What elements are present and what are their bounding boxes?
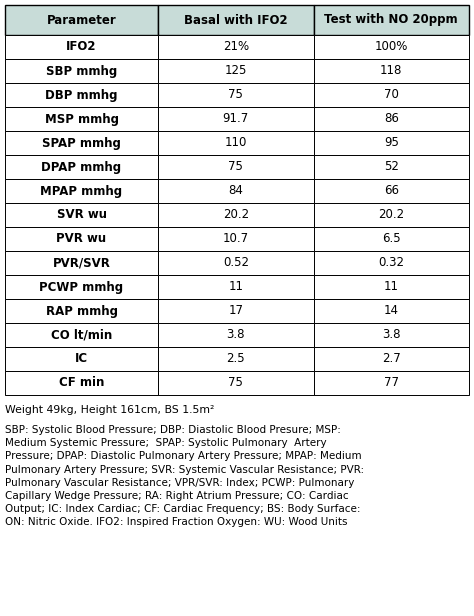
Bar bbox=[158, 5, 314, 35]
Text: SBP: Systolic Blood Pressure; DBP: Diastolic Blood Presure; MSP:
Medium Systemic: SBP: Systolic Blood Pressure; DBP: Diast… bbox=[5, 425, 364, 527]
Bar bbox=[158, 347, 314, 371]
Bar bbox=[5, 251, 158, 275]
Bar bbox=[314, 227, 469, 251]
Text: 91.7: 91.7 bbox=[223, 113, 249, 126]
Bar bbox=[158, 131, 314, 155]
Bar bbox=[5, 35, 158, 59]
Text: 0.32: 0.32 bbox=[378, 256, 404, 270]
Bar bbox=[314, 323, 469, 347]
Text: Basal with IFO2: Basal with IFO2 bbox=[184, 14, 288, 26]
Bar bbox=[5, 203, 158, 227]
Bar bbox=[5, 275, 158, 299]
Bar bbox=[314, 179, 469, 203]
Bar bbox=[5, 155, 158, 179]
Text: 3.8: 3.8 bbox=[382, 328, 401, 341]
Text: 3.8: 3.8 bbox=[227, 328, 245, 341]
Bar bbox=[158, 83, 314, 107]
Text: 21%: 21% bbox=[223, 41, 249, 54]
Bar bbox=[158, 251, 314, 275]
Bar bbox=[5, 107, 158, 131]
Bar bbox=[314, 107, 469, 131]
Text: 20.2: 20.2 bbox=[223, 208, 249, 222]
Text: 100%: 100% bbox=[374, 41, 408, 54]
Bar bbox=[5, 59, 158, 83]
Text: 75: 75 bbox=[228, 89, 243, 102]
Text: 125: 125 bbox=[225, 65, 247, 78]
Bar bbox=[158, 371, 314, 395]
Text: 11: 11 bbox=[228, 280, 243, 293]
Bar bbox=[5, 131, 158, 155]
Text: 10.7: 10.7 bbox=[223, 232, 249, 246]
Bar bbox=[158, 179, 314, 203]
Bar bbox=[5, 83, 158, 107]
Bar bbox=[314, 5, 469, 35]
Bar bbox=[5, 347, 158, 371]
Bar bbox=[158, 299, 314, 323]
Text: 11: 11 bbox=[384, 280, 399, 293]
Text: 95: 95 bbox=[384, 137, 399, 150]
Text: 2.5: 2.5 bbox=[227, 352, 245, 365]
Text: IC: IC bbox=[75, 352, 88, 365]
Bar bbox=[314, 347, 469, 371]
Text: 110: 110 bbox=[225, 137, 247, 150]
Bar bbox=[314, 251, 469, 275]
Bar bbox=[158, 227, 314, 251]
Text: PVR wu: PVR wu bbox=[56, 232, 107, 246]
Text: 52: 52 bbox=[384, 161, 399, 174]
Text: 75: 75 bbox=[228, 376, 243, 389]
Text: MSP mmhg: MSP mmhg bbox=[45, 113, 118, 126]
Text: PVR/SVR: PVR/SVR bbox=[53, 256, 110, 270]
Bar bbox=[5, 5, 158, 35]
Text: 86: 86 bbox=[384, 113, 399, 126]
Text: 77: 77 bbox=[384, 376, 399, 389]
Text: Test with NO 20ppm: Test with NO 20ppm bbox=[325, 14, 458, 26]
Text: 118: 118 bbox=[380, 65, 402, 78]
Text: DBP mmhg: DBP mmhg bbox=[46, 89, 118, 102]
Text: 84: 84 bbox=[228, 185, 243, 198]
Text: SPAP mmhg: SPAP mmhg bbox=[42, 137, 121, 150]
Text: MPAP mmhg: MPAP mmhg bbox=[40, 185, 123, 198]
Bar bbox=[158, 35, 314, 59]
Bar bbox=[314, 59, 469, 83]
Text: 17: 17 bbox=[228, 304, 243, 317]
Text: RAP mmhg: RAP mmhg bbox=[46, 304, 118, 317]
Bar bbox=[158, 107, 314, 131]
Text: 2.7: 2.7 bbox=[382, 352, 401, 365]
Text: CF min: CF min bbox=[59, 376, 104, 389]
Bar bbox=[5, 323, 158, 347]
Text: Weight 49kg, Height 161cm, BS 1.5m²: Weight 49kg, Height 161cm, BS 1.5m² bbox=[5, 405, 214, 415]
Bar bbox=[5, 179, 158, 203]
Bar bbox=[5, 227, 158, 251]
Bar bbox=[314, 35, 469, 59]
Bar bbox=[5, 299, 158, 323]
Bar bbox=[5, 371, 158, 395]
Text: SBP mmhg: SBP mmhg bbox=[46, 65, 117, 78]
Text: DPAP mmhg: DPAP mmhg bbox=[42, 161, 122, 174]
Bar bbox=[314, 299, 469, 323]
Bar bbox=[158, 323, 314, 347]
Bar bbox=[158, 59, 314, 83]
Text: 14: 14 bbox=[384, 304, 399, 317]
Text: Parameter: Parameter bbox=[46, 14, 117, 26]
Bar bbox=[158, 203, 314, 227]
Text: 0.52: 0.52 bbox=[223, 256, 249, 270]
Text: 75: 75 bbox=[228, 161, 243, 174]
Bar bbox=[158, 155, 314, 179]
Bar bbox=[314, 371, 469, 395]
Bar bbox=[314, 275, 469, 299]
Bar bbox=[158, 275, 314, 299]
Bar bbox=[314, 131, 469, 155]
Bar bbox=[314, 83, 469, 107]
Text: SVR wu: SVR wu bbox=[56, 208, 107, 222]
Bar bbox=[314, 203, 469, 227]
Bar bbox=[314, 155, 469, 179]
Text: 70: 70 bbox=[384, 89, 399, 102]
Text: IFO2: IFO2 bbox=[66, 41, 97, 54]
Text: 66: 66 bbox=[384, 185, 399, 198]
Text: 6.5: 6.5 bbox=[382, 232, 401, 246]
Text: 20.2: 20.2 bbox=[378, 208, 404, 222]
Text: CO lt/min: CO lt/min bbox=[51, 328, 112, 341]
Text: PCWP mmhg: PCWP mmhg bbox=[39, 280, 124, 293]
